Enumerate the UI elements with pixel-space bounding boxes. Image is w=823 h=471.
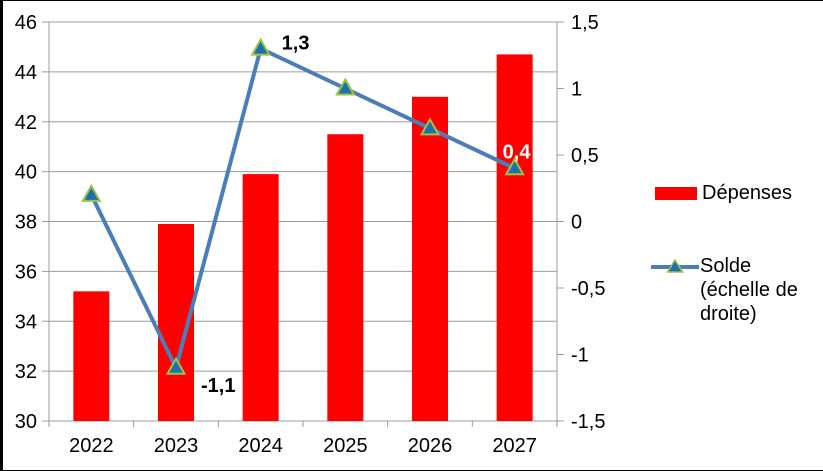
solde-marker-2024 xyxy=(250,37,271,56)
left-axis-label: 30 xyxy=(15,411,37,433)
left-axis-label: 42 xyxy=(15,112,37,134)
x-axis-label: 2022 xyxy=(69,435,114,457)
x-axis-label: 2024 xyxy=(238,435,283,457)
data-label-2024: 1,3 xyxy=(282,33,310,55)
solde-marker-2025 xyxy=(335,77,356,96)
solde-marker-2022 xyxy=(81,183,102,202)
left-axis-label: 46 xyxy=(15,12,37,34)
right-axis-label: -1 xyxy=(571,345,589,367)
left-axis-label: 32 xyxy=(15,361,37,383)
bar-2027 xyxy=(496,54,533,421)
solde-line xyxy=(89,45,516,374)
right-axis-label: 1,5 xyxy=(571,12,599,34)
left-axis-label: 34 xyxy=(15,311,37,333)
x-axis-label: 2026 xyxy=(408,435,453,457)
left-axis-label: 36 xyxy=(15,261,37,283)
combo-chart: 46 44 42 40 38 36 34 32 30 1,5 1 0,5 0 -0,5 -1 -1,5 2022… xyxy=(15,12,606,457)
left-axis-label: 38 xyxy=(15,212,37,234)
solde-marker-2026 xyxy=(419,117,441,136)
right-axis-label: 1 xyxy=(571,79,582,101)
right-axis-label: -0,5 xyxy=(571,278,605,300)
right-axis-label: 0 xyxy=(571,212,582,234)
solde-marker-2023 xyxy=(165,356,187,375)
bar-2025 xyxy=(327,134,364,421)
left-axis-label: 44 xyxy=(15,62,37,84)
bar-2024 xyxy=(242,174,279,421)
data-label-2023: -1,1 xyxy=(201,375,235,397)
x-axis-label: 2025 xyxy=(323,435,368,457)
left-axis-label: 40 xyxy=(15,162,37,184)
data-label-2027: 0,4 xyxy=(503,141,532,163)
right-axis-label: -1,5 xyxy=(571,411,605,433)
bar-2022 xyxy=(73,291,110,421)
bar-2026 xyxy=(412,96,448,421)
x-axis-label: 2023 xyxy=(154,435,199,457)
solde-marker-2027 xyxy=(504,157,525,176)
x-axis-label: 2027 xyxy=(492,435,537,457)
right-axis-label: 0,5 xyxy=(571,145,599,167)
